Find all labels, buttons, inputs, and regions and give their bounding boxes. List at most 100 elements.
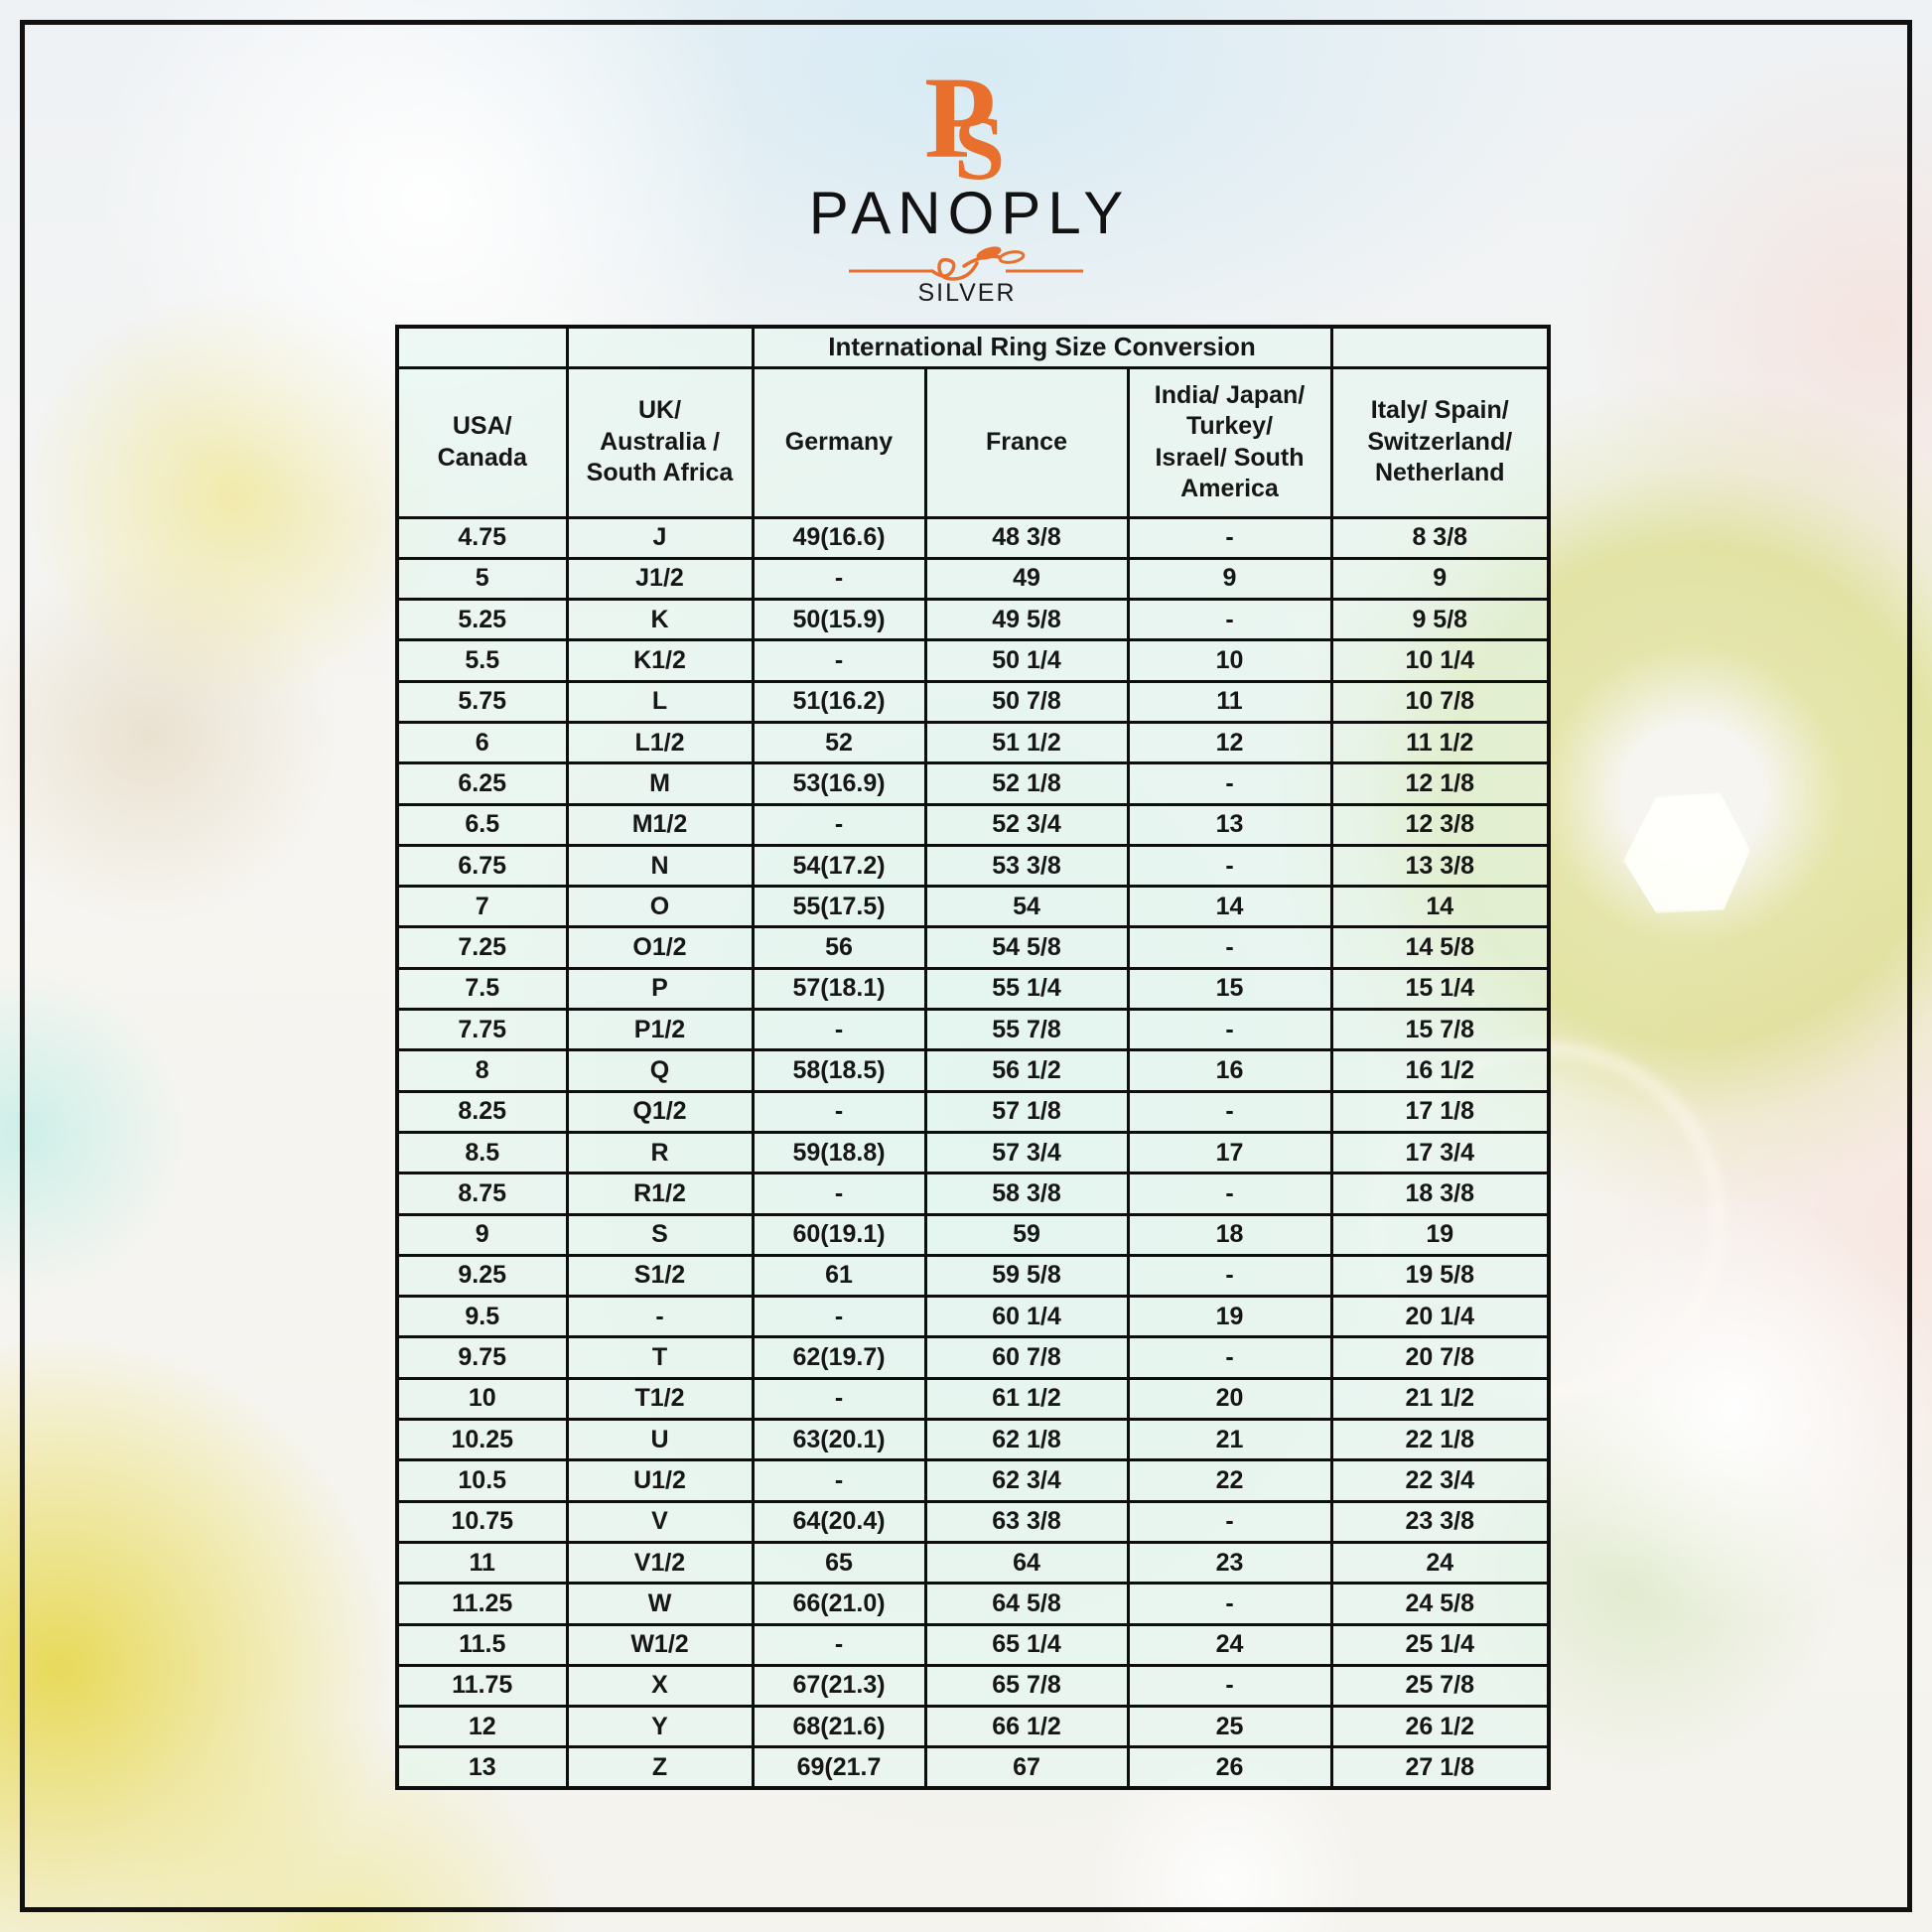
table-cell-italy: 18 3/8 — [1329, 1172, 1551, 1216]
table-row: 6.25 M 53(16.9) 52 1/8 - 12 1/8 — [395, 761, 1551, 806]
table-cell-india: - — [1126, 1499, 1333, 1544]
table-row: 8 Q 58(18.5) 56 1/2 16 16 1/2 — [395, 1048, 1551, 1093]
table-row: 5.5 K1/2 - 50 1/4 10 10 1/4 — [395, 638, 1551, 683]
table-cell-india: 15 — [1126, 966, 1333, 1012]
table-cell-italy: 14 5/8 — [1329, 925, 1551, 970]
table-cell-italy: 17 3/4 — [1329, 1130, 1551, 1175]
table-cell-germany: 55(17.5) — [751, 885, 927, 929]
table-row: 12 Y 68(21.6) 66 1/2 25 26 1/2 — [395, 1705, 1551, 1749]
table-cell-france: 51 1/2 — [923, 720, 1130, 765]
table-cell-france: 63 3/8 — [923, 1499, 1130, 1544]
table-cell-germany: - — [751, 1376, 927, 1422]
table-cell-france: 62 1/8 — [923, 1418, 1130, 1462]
table-cell-france: 66 1/2 — [923, 1705, 1130, 1749]
table-cell-usa: 13 — [395, 1745, 569, 1790]
table-cell-india: - — [1126, 1008, 1333, 1052]
table-cell-uk: T — [565, 1335, 755, 1380]
table-row: 10.5 U1/2 - 62 3/4 22 22 3/4 — [395, 1458, 1551, 1503]
table-cell-france: 55 7/8 — [923, 1008, 1130, 1052]
table-cell-germany: 59(18.8) — [751, 1130, 927, 1175]
table-cell-italy: 10 7/8 — [1329, 679, 1551, 724]
table-cell-germany: 57(18.1) — [751, 966, 927, 1012]
table-cell-germany: - — [751, 1458, 927, 1503]
table-cell-usa: 11 — [395, 1540, 569, 1586]
table-cell-uk: U — [565, 1418, 755, 1462]
table-cell-uk: Z — [565, 1745, 755, 1790]
table-cell-usa: 8 — [395, 1048, 569, 1093]
table-cell-france: 57 3/4 — [923, 1130, 1130, 1175]
table-cell-france: 60 7/8 — [923, 1335, 1130, 1380]
table-cell-italy: 11 1/2 — [1329, 720, 1551, 765]
table-cell-india: 19 — [1126, 1295, 1333, 1339]
table-cell-india: - — [1126, 598, 1333, 642]
table-cell-france: 49 5/8 — [923, 598, 1130, 642]
table-title: International Ring Size Conversion — [751, 325, 1333, 369]
table-cell-usa: 7.25 — [395, 925, 569, 970]
table-cell-usa: 8.25 — [395, 1089, 569, 1134]
table-cell-usa: 9.75 — [395, 1335, 569, 1380]
table-cell-uk: P — [565, 966, 755, 1012]
table-cell-uk: R1/2 — [565, 1172, 755, 1216]
table-cell-germany: 61 — [751, 1253, 927, 1299]
column-header-usa-canada: USA/ Canada — [395, 365, 569, 519]
table-cell-usa: 7.5 — [395, 966, 569, 1012]
table-row: 8.75 R1/2 - 58 3/8 - 18 3/8 — [395, 1172, 1551, 1216]
table-cell-italy: 14 — [1329, 885, 1551, 929]
table-cell-india: 13 — [1126, 802, 1333, 847]
table-cell-india: 9 — [1126, 556, 1333, 602]
table-row: 11.5 W1/2 - 65 1/4 24 25 1/4 — [395, 1622, 1551, 1667]
table-cell-italy: 9 5/8 — [1329, 598, 1551, 642]
table-cell-germany: 65 — [751, 1540, 927, 1586]
table-cell-uk: K1/2 — [565, 638, 755, 683]
table-cell-italy: 8 3/8 — [1329, 515, 1551, 560]
table-cell-india: - — [1126, 1172, 1333, 1216]
table-cell-italy: 25 7/8 — [1329, 1663, 1551, 1709]
table-cell-india: - — [1126, 1253, 1333, 1299]
table-cell-italy: 24 5/8 — [1329, 1582, 1551, 1626]
table-cell-india: - — [1126, 843, 1333, 889]
table-cell-usa: 11.25 — [395, 1582, 569, 1626]
table-cell-italy: 20 1/4 — [1329, 1295, 1551, 1339]
table-cell-france: 59 5/8 — [923, 1253, 1130, 1299]
table-row: 11.75 X 67(21.3) 65 7/8 - 25 7/8 — [395, 1663, 1551, 1709]
table-cell-usa: 5 — [395, 556, 569, 602]
table-cell-uk: J1/2 — [565, 556, 755, 602]
table-cell-usa: 10.5 — [395, 1458, 569, 1503]
column-header-germany: Germany — [751, 365, 927, 519]
table-row: 9.25 S1/2 61 59 5/8 - 19 5/8 — [395, 1253, 1551, 1299]
table-cell-india: - — [1126, 1335, 1333, 1380]
column-header-italy-spain-switzerland-netherland: Italy/ Spain/ Switzerland/ Netherland — [1329, 365, 1551, 519]
table-cell-germany: 69(21.7 — [751, 1745, 927, 1790]
table-row: 7 O 55(17.5) 54 14 14 — [395, 885, 1551, 929]
table-cell-uk: X — [565, 1663, 755, 1709]
table-cell-france: 59 — [923, 1212, 1130, 1257]
table-row: 7.25 O1/2 56 54 5/8 - 14 5/8 — [395, 925, 1551, 970]
table-row: 5.75 L 51(16.2) 50 7/8 11 10 7/8 — [395, 679, 1551, 724]
table-cell-india: 16 — [1126, 1048, 1333, 1093]
table-cell-usa: 9.25 — [395, 1253, 569, 1299]
table-cell-italy: 20 7/8 — [1329, 1335, 1551, 1380]
table-cell-italy: 12 3/8 — [1329, 802, 1551, 847]
table-cell-germany: 68(21.6) — [751, 1705, 927, 1749]
table-cell-france: 64 — [923, 1540, 1130, 1586]
table-cell-usa: 6.25 — [395, 761, 569, 806]
table-cell-usa: 12 — [395, 1705, 569, 1749]
table-row: 8.25 Q1/2 - 57 1/8 - 17 1/8 — [395, 1089, 1551, 1134]
table-cell-italy: 17 1/8 — [1329, 1089, 1551, 1134]
table-cell-usa: 7 — [395, 885, 569, 929]
table-cell-uk: R — [565, 1130, 755, 1175]
table-cell-usa: 10.75 — [395, 1499, 569, 1544]
table-row: 7.75 P1/2 - 55 7/8 - 15 7/8 — [395, 1008, 1551, 1052]
table-title-row: International Ring Size Conversion — [395, 325, 1551, 369]
table-cell-italy: 27 1/8 — [1329, 1745, 1551, 1790]
table-cell-germany: - — [751, 638, 927, 683]
table-cell-france: 57 1/8 — [923, 1089, 1130, 1134]
table-cell-india: - — [1126, 515, 1333, 560]
table-cell-uk: O1/2 — [565, 925, 755, 970]
table-cell-usa: 8.5 — [395, 1130, 569, 1175]
table-cell-usa: 9 — [395, 1212, 569, 1257]
table-cell-france: 49 — [923, 556, 1130, 602]
table-cell-uk: M — [565, 761, 755, 806]
table-row: 8.5 R 59(18.8) 57 3/4 17 17 3/4 — [395, 1130, 1551, 1175]
